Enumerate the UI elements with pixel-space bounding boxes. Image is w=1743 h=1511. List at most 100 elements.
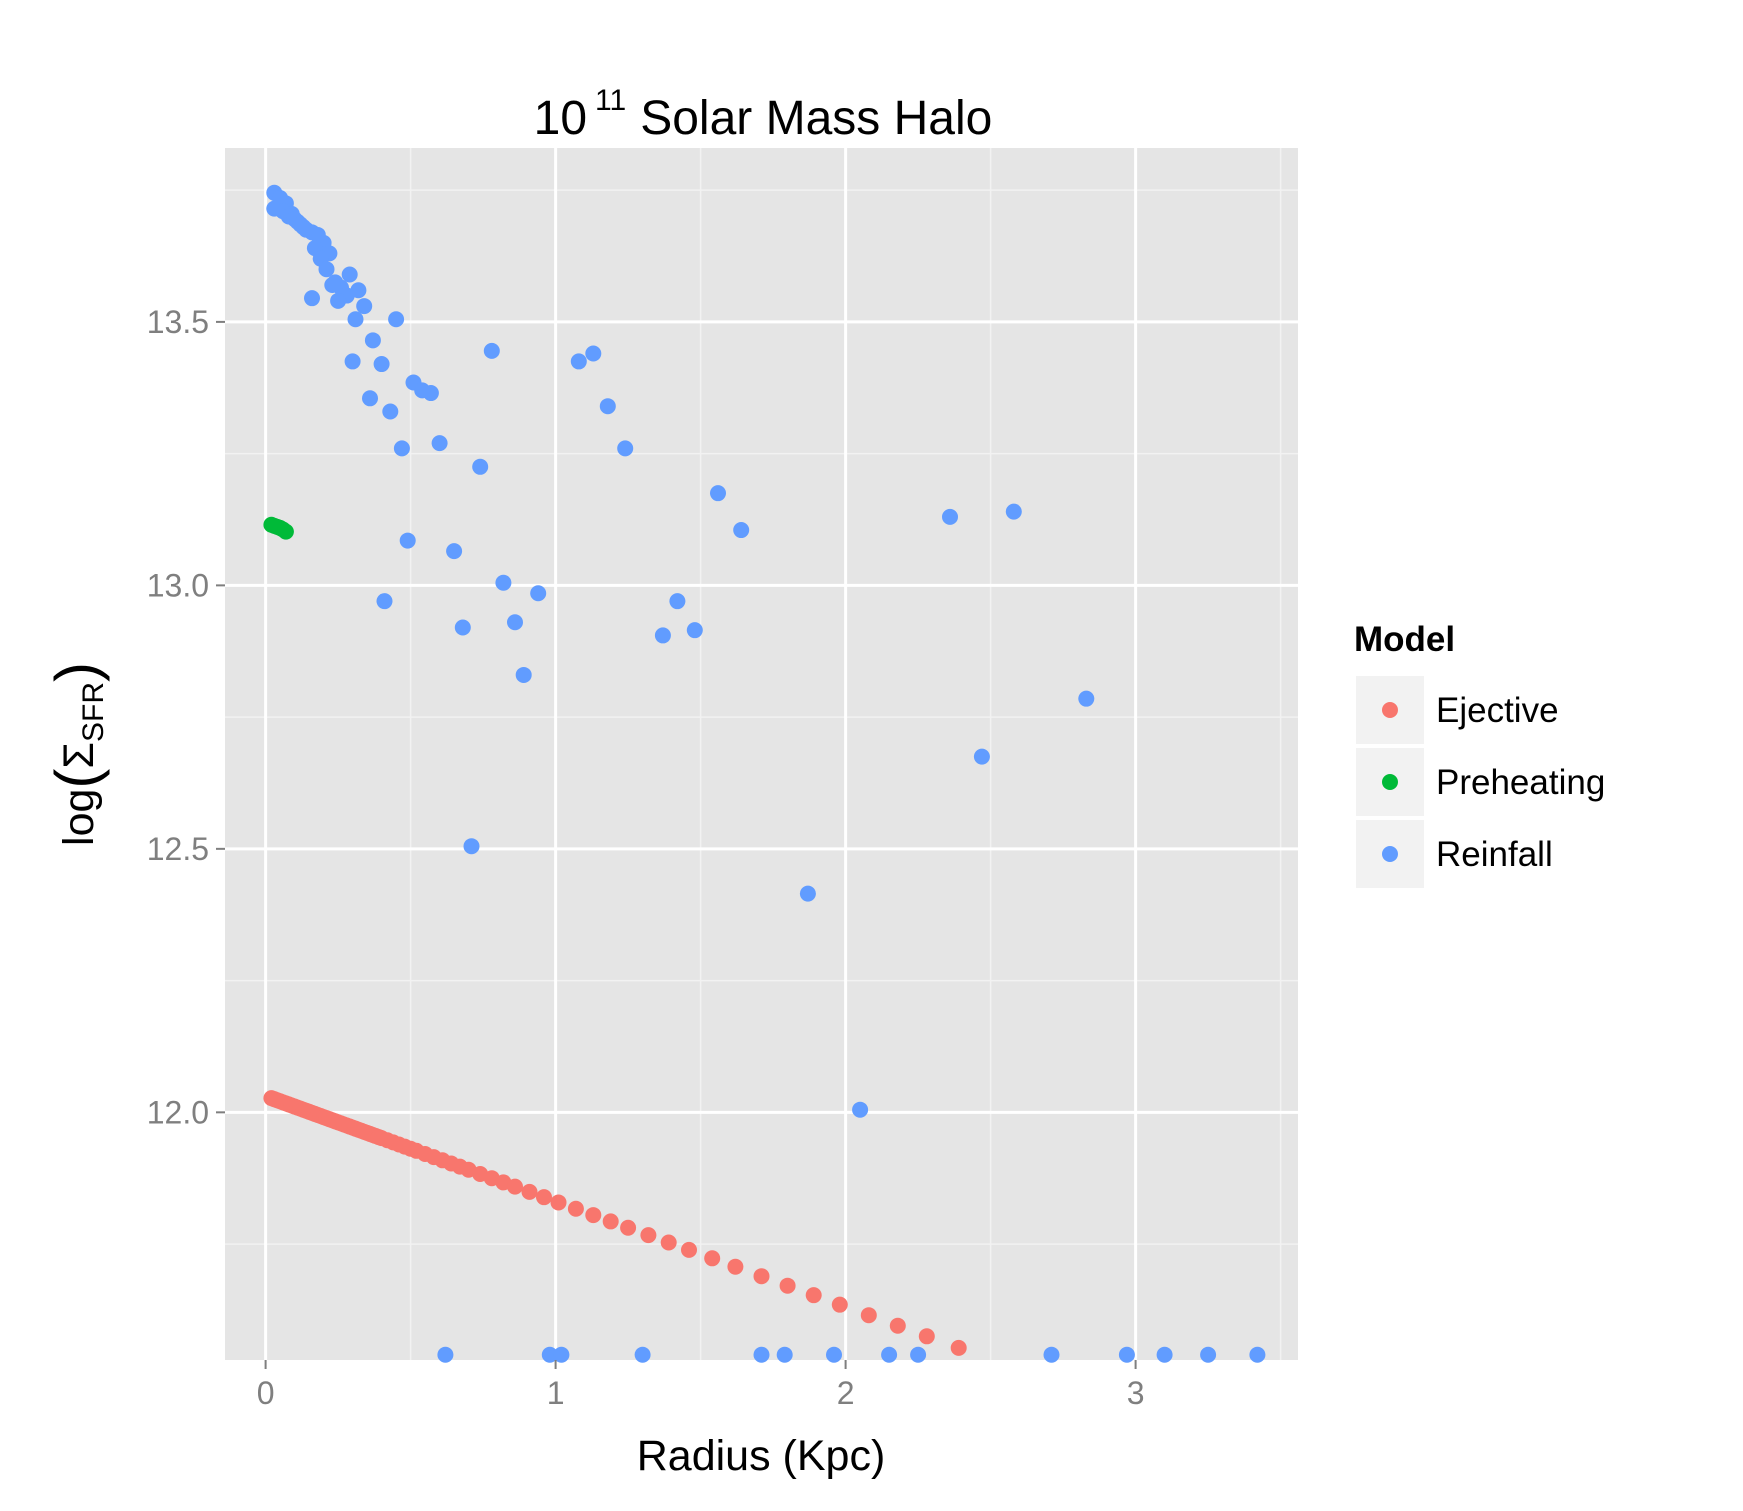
reinfall-point: [399, 532, 416, 549]
chart-title-base: 10: [534, 92, 587, 145]
legend: Model Ejective Preheating Reinfall: [1354, 620, 1605, 888]
reinfall-point: [710, 485, 726, 502]
reinfall-point: [753, 1346, 770, 1363]
y-axis-label-symbol: Σ: [55, 742, 103, 769]
y-axis-label-close-paren: ): [43, 662, 110, 682]
reinfall-point: [553, 1346, 570, 1363]
ejective-point: [585, 1207, 602, 1224]
axis-ticks: 0 1 2 3 12.0 12.5 13.0 13.5: [147, 304, 1145, 1411]
ejective-point: [550, 1194, 567, 1211]
reinfall-point: [634, 1346, 651, 1363]
legend-label-preheating: Preheating: [1436, 763, 1605, 802]
reinfall-point: [472, 458, 489, 475]
reinfall-point: [515, 666, 532, 683]
ejective-point: [602, 1213, 619, 1230]
reinfall-point: [530, 585, 547, 602]
y-axis-label-func: log: [55, 789, 103, 846]
y-tick-label: 13.5: [147, 304, 209, 340]
svg-text:log(ΣSFR): log(ΣSFR): [43, 662, 110, 846]
grid-major: [225, 148, 1298, 1360]
chart-title-exponent: 11: [595, 84, 626, 117]
reinfall-point: [376, 593, 393, 610]
legend-title: Model: [1354, 620, 1455, 659]
reinfall-point: [1005, 503, 1022, 520]
ejective-point: [753, 1268, 770, 1285]
ejective-point: [640, 1227, 657, 1244]
data-points: [263, 184, 1266, 1363]
reinfall-point: [463, 838, 480, 855]
ejective-point: [860, 1307, 877, 1324]
reinfall-point: [733, 522, 750, 539]
reinfall-point: [446, 543, 463, 560]
reinfall-point: [1043, 1346, 1060, 1363]
ejective-point: [681, 1241, 697, 1258]
legend-label-ejective: Ejective: [1436, 691, 1559, 730]
reinfall-point: [304, 290, 320, 307]
reinfall-point: [686, 622, 703, 639]
ejective-point: [918, 1328, 935, 1345]
reinfall-point: [1200, 1346, 1217, 1363]
chart-title-rest: Solar Mass Halo: [640, 92, 992, 145]
legend-marker-ejective: [1382, 702, 1398, 718]
chart-title: 10 11 Solar Mass Halo: [534, 84, 993, 145]
reinfall-point: [356, 298, 373, 315]
y-axis-label-subscript: SFR: [77, 682, 110, 742]
reinfall-point: [826, 1346, 842, 1363]
reinfall-point: [414, 382, 431, 399]
x-tick-label: 1: [547, 1375, 565, 1411]
reinfall-point: [776, 1346, 793, 1363]
reinfall-point: [799, 885, 816, 902]
reinfall-point: [393, 440, 410, 457]
reinfall-point: [350, 282, 367, 299]
y-tick-label: 12.0: [147, 1094, 209, 1130]
x-axis-label: Radius (Kpc): [637, 1432, 886, 1480]
reinfall-point: [431, 435, 448, 452]
reinfall-point: [617, 440, 634, 457]
reinfall-point: [881, 1346, 898, 1363]
reinfall-point: [1078, 690, 1095, 707]
y-tick-label: 13.0: [147, 567, 209, 603]
ejective-point: [727, 1258, 744, 1275]
reinfall-point: [362, 390, 378, 407]
ejective-point: [889, 1317, 906, 1334]
reinfall-point: [330, 292, 347, 309]
legend-items: Ejective Preheating Reinfall: [1356, 676, 1605, 888]
reinfall-point: [437, 1346, 454, 1363]
reinfall-point: [570, 353, 587, 370]
ejective-point: [704, 1250, 721, 1267]
reinfall-point: [344, 353, 361, 370]
reinfall-point: [1249, 1346, 1266, 1363]
y-axis-label: log(ΣSFR): [43, 662, 110, 846]
reinfall-point: [669, 593, 686, 610]
reinfall-point: [347, 311, 364, 328]
y-axis-label-open-paren: (: [43, 769, 110, 789]
ejective-point: [779, 1277, 796, 1294]
x-tick-label: 3: [1127, 1375, 1145, 1411]
ejective-point: [507, 1178, 523, 1195]
reinfall-point: [318, 261, 335, 278]
y-tick-label: 12.5: [147, 831, 209, 867]
legend-label-reinfall: Reinfall: [1436, 835, 1553, 874]
reinfall-point: [585, 345, 602, 362]
ejective-point: [521, 1183, 538, 1200]
ejective-point: [950, 1339, 967, 1356]
reinfall-point: [507, 614, 523, 631]
ejective-point: [620, 1219, 637, 1236]
reinfall-point: [324, 277, 341, 294]
ejective-point: [567, 1200, 584, 1217]
x-tick-label: 2: [837, 1375, 855, 1411]
reinfall-point: [541, 1346, 558, 1363]
reinfall-point: [852, 1101, 869, 1118]
x-tick-label: 0: [257, 1375, 275, 1411]
reinfall-point: [1118, 1346, 1135, 1363]
reinfall-point: [910, 1346, 927, 1363]
reinfall-point: [973, 748, 990, 765]
ejective-point: [805, 1287, 822, 1304]
reinfall-point: [382, 403, 399, 420]
legend-marker-reinfall: [1382, 846, 1398, 862]
reinfall-point: [364, 332, 381, 349]
ejective-point: [536, 1189, 552, 1206]
reinfall-point: [373, 356, 390, 373]
ejective-point: [831, 1296, 848, 1313]
